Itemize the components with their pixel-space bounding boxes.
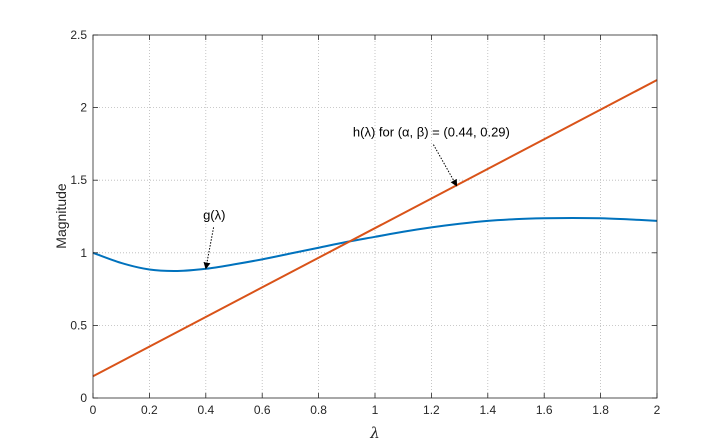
x-tick-label: 0.8 xyxy=(310,403,327,417)
series-layer xyxy=(92,79,658,378)
x-tick-label: 0.2 xyxy=(141,403,158,417)
ticks: 0 0.2 0.4 0.6 0.8 1 1.2 1.4 1.6 1.8 2 0 0.5 1 1.5 2 2.5 xyxy=(70,28,660,417)
g-annotation-label: g(λ) xyxy=(203,207,225,222)
y-tick-label: 2.5 xyxy=(70,28,87,42)
series-g-curve xyxy=(92,216,658,272)
x-tick-label: 0.6 xyxy=(254,403,271,417)
g-annotation-arrow xyxy=(203,227,215,270)
x-tick-label: 1.8 xyxy=(592,403,609,417)
x-tick-label: 0.4 xyxy=(197,403,214,417)
y-tick-label: 1.5 xyxy=(70,173,87,187)
h-annotation-label: h(λ) for (α, β) = (0.44, 0.29) xyxy=(353,125,510,140)
x-tick-label: 0 xyxy=(90,403,97,417)
x-tick-label: 1.6 xyxy=(536,403,553,417)
series-h-line xyxy=(92,79,658,378)
x-tick-label: 1.4 xyxy=(479,403,496,417)
y-tick-label: 1 xyxy=(80,246,87,260)
annotations: g(λ) h(λ) for (α, β) = (0.44, 0.29) xyxy=(203,125,510,270)
h-annotation-arrow xyxy=(432,144,458,187)
x-tick-label: 1.2 xyxy=(423,403,440,417)
y-axis-label: Magnitude xyxy=(53,183,69,249)
y-tick-label: 0 xyxy=(80,391,87,405)
x-axis-label: λ xyxy=(369,424,380,442)
y-tick-label: 2 xyxy=(80,101,87,115)
grid xyxy=(93,35,657,398)
y-tick-label: 0.5 xyxy=(70,318,87,332)
x-tick-label: 2 xyxy=(654,403,661,417)
x-tick-label: 1 xyxy=(372,403,379,417)
